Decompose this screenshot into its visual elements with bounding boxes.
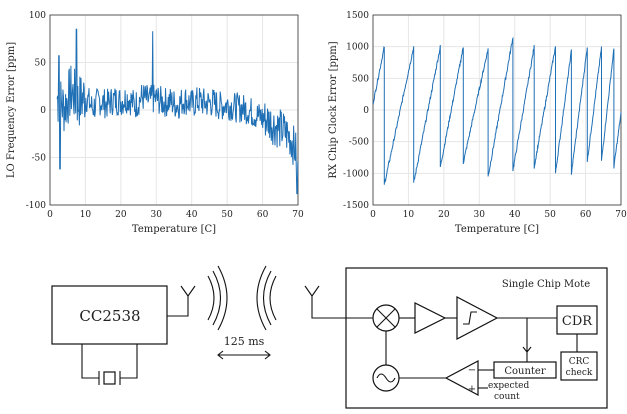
hysteresis-icon bbox=[463, 311, 477, 325]
error-amplifier-icon bbox=[444, 360, 479, 396]
rx-x-tick-label: 10 bbox=[403, 210, 415, 220]
interval-arrow bbox=[217, 350, 271, 360]
radio-wave-rx-icon bbox=[256, 265, 277, 331]
rx-x-tick-label: 0 bbox=[370, 210, 376, 220]
rx-antenna-feed bbox=[311, 296, 373, 319]
sine-wave-icon bbox=[376, 373, 396, 383]
crc-label-line-2: check bbox=[566, 368, 593, 378]
rx-y-tick-label: -500 bbox=[349, 138, 369, 148]
lo-x-tick-label: 60 bbox=[257, 210, 269, 220]
lo-error-chart: 100 50 0 -50 -100 0 10 20 30 40 50 60 70 Temperatur… bbox=[6, 11, 304, 235]
crystal-wire-left bbox=[81, 344, 99, 379]
tx-antenna-feed bbox=[167, 296, 189, 317]
mote-title: Single Chip Mote bbox=[502, 279, 590, 290]
crc-label-line-1: CRC bbox=[569, 357, 590, 367]
error-amp-plus-sign: + bbox=[468, 384, 476, 395]
rx-error-series bbox=[372, 36, 622, 185]
lo-error-series bbox=[56, 28, 299, 195]
lo-y-axis-label: LO Frequency Error [ppm] bbox=[6, 42, 17, 178]
lo-x-tick-label: 30 bbox=[151, 210, 163, 220]
amplifier-icon bbox=[414, 302, 447, 334]
rx-y-axis-label: RX Chip Clock Error [ppm] bbox=[328, 41, 339, 178]
lo-y-tick-label: -100 bbox=[26, 201, 46, 211]
comparator-icon bbox=[456, 296, 499, 340]
lo-y-tick-label: 50 bbox=[35, 59, 47, 69]
rx-x-tick-label: 60 bbox=[580, 210, 592, 220]
rx-antenna-icon bbox=[304, 285, 320, 297]
lo-x-tick-label: 50 bbox=[221, 210, 233, 220]
rx-error-chart: 1500 1000 500 0 -500 -1000 -1500 0 10 20 30 40 50 60… bbox=[328, 11, 627, 235]
rx-chart-grid bbox=[372, 14, 622, 206]
crystal-wire-right bbox=[120, 344, 138, 379]
rx-x-tick-label: 40 bbox=[509, 210, 521, 220]
rx-chart-frame bbox=[372, 14, 622, 206]
lo-x-tick-label: 70 bbox=[292, 210, 304, 220]
lo-x-tick-labels: 0 10 20 30 40 50 60 70 bbox=[47, 210, 304, 220]
rx-x-tick-label: 30 bbox=[474, 210, 486, 220]
rx-y-tick-label: 1500 bbox=[346, 11, 369, 21]
rx-y-tick-label: -1000 bbox=[343, 169, 369, 179]
lo-x-tick-label: 40 bbox=[186, 210, 198, 220]
lo-x-tick-label: 20 bbox=[115, 210, 127, 220]
rx-x-tick-label: 20 bbox=[438, 210, 450, 220]
error-amp-minus-sign: − bbox=[468, 365, 476, 376]
expected-count-label-1: expected bbox=[488, 381, 529, 391]
lo-x-tick-label: 10 bbox=[80, 210, 92, 220]
expected-count-label-2: count bbox=[494, 392, 520, 402]
lo-y-tick-label: 0 bbox=[40, 106, 46, 116]
rx-y-tick-label: -1500 bbox=[343, 201, 369, 211]
tx-antenna-icon bbox=[180, 285, 196, 297]
counter-label: Counter bbox=[504, 366, 545, 377]
rx-y-tick-label: 500 bbox=[352, 74, 369, 84]
radio-wave-tx-icon bbox=[207, 265, 228, 331]
cdr-label: CDR bbox=[562, 314, 593, 329]
rx-x-tick-label: 70 bbox=[615, 210, 627, 220]
single-chip-mote-block bbox=[345, 267, 608, 409]
rx-x-tick-labels: 0 10 20 30 40 50 60 70 bbox=[370, 210, 627, 220]
mixer-icon bbox=[372, 304, 400, 332]
system-diagram: CC2538 125 ms bbox=[51, 265, 608, 409]
rx-x-tick-label: 50 bbox=[544, 210, 556, 220]
lo-y-tick-label: -50 bbox=[32, 154, 47, 164]
lo-y-tick-label: 100 bbox=[29, 11, 46, 21]
cc2538-label: CC2538 bbox=[79, 307, 140, 325]
rx-x-axis-label: Temperature [C] bbox=[455, 224, 539, 235]
rx-y-tick-label: 0 bbox=[363, 106, 369, 116]
cc2538-block bbox=[51, 285, 168, 345]
lo-chart-frame bbox=[49, 14, 299, 206]
interval-label: 125 ms bbox=[224, 335, 265, 348]
crystal-icon bbox=[98, 371, 121, 385]
rx-y-tick-label: 1000 bbox=[346, 43, 369, 53]
crc-check-block bbox=[560, 351, 598, 381]
lo-x-tick-label: 0 bbox=[47, 210, 53, 220]
lo-y-tick-labels: 100 50 0 -50 -100 bbox=[26, 11, 47, 211]
rx-y-tick-labels: 1500 1000 500 0 -500 -1000 -1500 bbox=[343, 11, 369, 211]
lo-x-axis-label: Temperature [C] bbox=[132, 224, 216, 235]
